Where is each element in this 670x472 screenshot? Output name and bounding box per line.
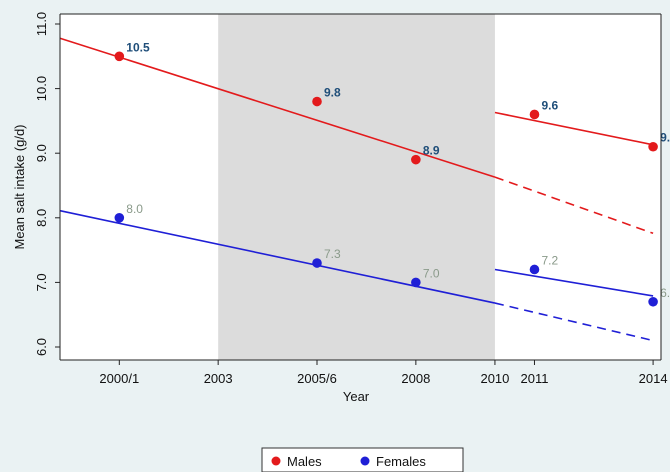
data-label-males: 10.5 (126, 40, 150, 54)
data-point-females (114, 213, 125, 223)
legend-label-males: Males (287, 454, 322, 469)
x-tick-label: 2005/6 (297, 371, 337, 386)
data-label-females: 7.2 (541, 253, 558, 267)
legend: Males Females (261, 447, 464, 472)
data-point-males (648, 141, 658, 152)
data-point-females (648, 296, 658, 307)
trend-projection-males (494, 176, 654, 235)
trend-line-post-females (494, 268, 654, 297)
data-point-females (529, 264, 540, 275)
data-point-males (312, 96, 322, 107)
data-label-females: 7.0 (423, 266, 440, 280)
y-axis-title: Mean salt intake (g/d) (12, 124, 27, 249)
data-label-females: 6.7 (660, 286, 670, 300)
shaded-region (218, 14, 495, 360)
x-tick-label: 2000/1 (99, 371, 139, 386)
legend-label-females: Females (376, 454, 426, 469)
y-tick-label: 6.0 (34, 338, 49, 356)
y-tick-label: 8.0 (34, 209, 49, 227)
data-label-females: 7.3 (324, 247, 341, 261)
x-axis-title: Year (343, 389, 370, 404)
data-label-males: 9.8 (324, 86, 341, 100)
data-point-males (114, 51, 125, 62)
legend-marker-females (360, 456, 370, 466)
data-point-females (411, 277, 421, 288)
y-tick-label: 10.0 (34, 76, 49, 101)
y-tick-label: 9.0 (34, 144, 49, 162)
y-tick-label: 11.0 (34, 12, 49, 36)
x-tick-label: 2010 (480, 371, 509, 386)
y-tick-label: 7.0 (34, 273, 49, 291)
data-label-males: 8.9 (423, 144, 440, 158)
x-tick-label: 2011 (520, 371, 548, 386)
trend-line-females (59, 209, 496, 304)
trend-line-males (59, 37, 496, 178)
x-tick-label: 2014 (639, 371, 668, 386)
legend-marker-males (271, 456, 281, 466)
data-label-males: 9.6 (541, 98, 558, 112)
data-point-males (529, 109, 540, 120)
data-label-males: 9.1 (660, 131, 670, 145)
x-tick-label: 2003 (204, 371, 233, 386)
data-point-males (411, 154, 421, 165)
trend-line-post-males (494, 111, 654, 146)
data-label-females: 8.0 (126, 202, 143, 216)
trend-projection-females (494, 302, 654, 342)
x-tick-label: 2008 (401, 371, 430, 386)
data-point-females (312, 258, 322, 268)
